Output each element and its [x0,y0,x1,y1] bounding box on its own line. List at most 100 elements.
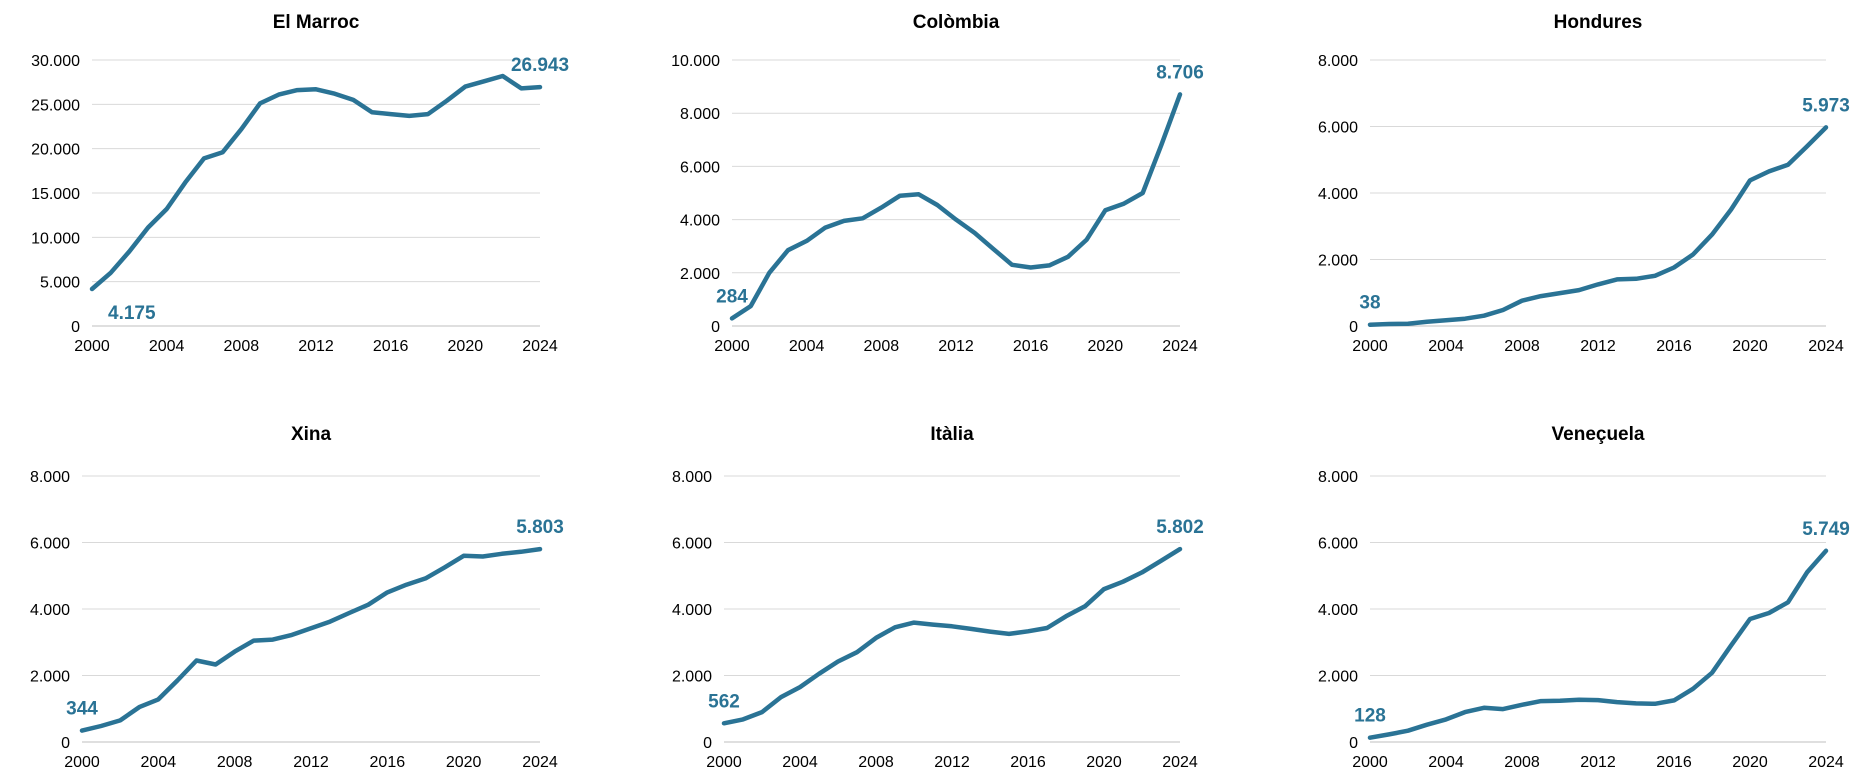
chart-panel-5: Veneçuela 0 2.000 4.000 6.000 8.000 2000 2004 20… [1318,424,1850,771]
y-tick-label: 2.000 [1318,253,1358,270]
x-tick-label: 2000 [1352,338,1388,355]
y-tick-label: 4.000 [1318,602,1358,619]
chart-panel-2: Hondures 0 2.000 4.000 6.000 8.000 2000 2004 200… [1318,12,1850,355]
x-tick-label: 2020 [1088,338,1124,355]
y-tick-label: 6.000 [680,159,720,176]
x-tick-label: 2004 [149,338,185,355]
x-tick-label: 2000 [1352,754,1388,771]
chart-title: Xina [291,424,332,445]
y-tick-label: 4.000 [680,213,720,230]
x-tick-label: 2004 [782,754,818,771]
y-tick-label: 2.000 [30,669,70,686]
y-tick-label: 8.000 [672,469,712,486]
y-tick-label: 5.000 [40,275,80,292]
chart-panel-4: Itàlia 0 2.000 4.000 6.000 8.000 2000 2004 2008 2… [672,424,1204,771]
data-label: 5.973 [1802,95,1850,116]
x-tick-label: 2008 [1504,754,1540,771]
y-tick-label: 0 [71,319,80,336]
x-tick-label: 2000 [64,754,100,771]
data-label: 128 [1354,706,1386,727]
y-tick-label: 2.000 [680,266,720,283]
x-tick-label: 2020 [1732,754,1768,771]
data-label: 5.749 [1802,519,1850,540]
y-tick-label: 4.000 [1318,186,1358,203]
y-tick-label: 8.000 [1318,469,1358,486]
x-tick-label: 2024 [1808,338,1844,355]
y-tick-label: 2.000 [1318,669,1358,686]
x-tick-label: 2024 [522,754,558,771]
x-tick-label: 2012 [938,338,974,355]
y-tick-label: 20.000 [31,142,80,159]
series-line [729,92,1183,321]
x-tick-label: 2024 [1162,338,1198,355]
y-tick-label: 0 [1349,735,1358,752]
chart-title: El Marroc [273,12,360,33]
x-tick-label: 2000 [706,754,742,771]
data-label: 5.802 [1156,517,1204,538]
series-line [1367,125,1829,327]
x-tick-label: 2020 [1086,754,1122,771]
chart-title: Itàlia [930,424,974,445]
y-tick-label: 8.000 [680,106,720,123]
y-tick-label: 4.000 [672,602,712,619]
x-tick-label: 2004 [1428,338,1464,355]
chart-title: Colòmbia [913,12,1000,33]
data-label: 284 [716,286,748,307]
chart-title: Veneçuela [1552,424,1645,445]
x-tick-label: 2012 [1580,338,1616,355]
x-tick-label: 2020 [448,338,484,355]
x-tick-label: 2008 [217,754,253,771]
x-tick-label: 2016 [1013,338,1049,355]
x-tick-label: 2000 [714,338,750,355]
x-tick-label: 2004 [141,754,177,771]
x-tick-label: 2024 [1162,754,1198,771]
x-tick-label: 2016 [370,754,406,771]
y-tick-label: 8.000 [1318,53,1358,70]
x-tick-label: 2012 [298,338,334,355]
y-tick-label: 2.000 [672,669,712,686]
x-tick-label: 2012 [293,754,329,771]
x-tick-label: 2004 [1428,754,1464,771]
data-label: 26.943 [511,55,569,76]
y-tick-label: 0 [703,735,712,752]
chart-panel-0: El Marroc 0 5.000 10.000 15.000 20.000 25.000 3… [31,12,569,355]
x-tick-label: 2016 [1656,338,1692,355]
y-tick-label: 0 [1349,319,1358,336]
series-line [1367,548,1829,740]
x-tick-label: 2012 [934,754,970,771]
x-tick-label: 2012 [1580,754,1616,771]
y-tick-label: 0 [711,319,720,336]
y-tick-label: 25.000 [31,97,80,114]
y-tick-label: 6.000 [1318,536,1358,553]
series-line [79,546,543,733]
x-tick-label: 2016 [1010,754,1046,771]
y-tick-label: 10.000 [31,230,80,247]
y-tick-label: 6.000 [30,536,70,553]
x-tick-label: 2016 [1656,754,1692,771]
y-tick-label: 8.000 [30,469,70,486]
chart-title: Hondures [1554,12,1643,33]
data-label: 562 [708,691,740,712]
x-tick-label: 2008 [864,338,900,355]
series-line [89,73,543,292]
y-tick-label: 6.000 [1318,120,1358,137]
y-tick-label: 0 [61,735,70,752]
series-line [721,546,1183,726]
y-tick-label: 10.000 [671,53,720,70]
data-label: 38 [1359,293,1380,314]
y-tick-label: 30.000 [31,53,80,70]
x-tick-label: 2000 [74,338,110,355]
chart-panel-3: Xina 0 2.000 4.000 6.000 8.000 2000 2004 2008 201… [30,424,564,771]
x-tick-label: 2024 [1808,754,1844,771]
y-tick-label: 15.000 [31,186,80,203]
x-tick-label: 2020 [446,754,482,771]
x-tick-label: 2020 [1732,338,1768,355]
y-tick-label: 4.000 [30,602,70,619]
x-tick-label: 2004 [789,338,825,355]
x-tick-label: 2016 [373,338,409,355]
data-label: 344 [66,699,98,720]
data-label: 5.803 [516,517,564,538]
data-label: 4.175 [108,303,156,324]
chart-panel-1: Colòmbia 0 2.000 4.000 6.000 8.000 10.000 2000 2… [671,12,1204,355]
